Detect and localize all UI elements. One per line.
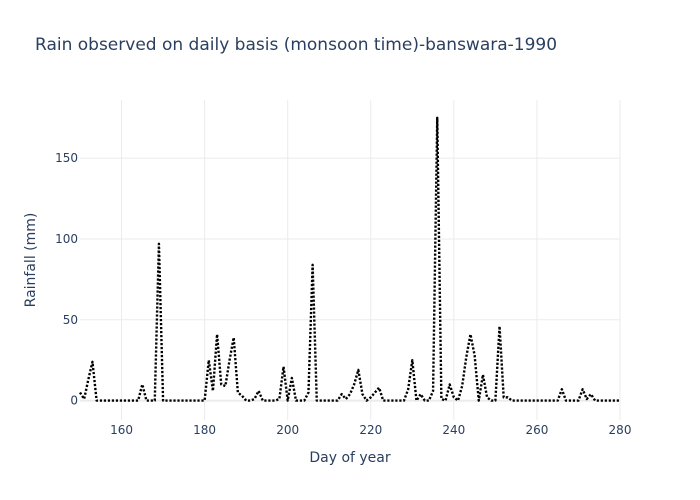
x-tick-label: 220 xyxy=(359,423,382,437)
series-layer xyxy=(78,116,620,402)
x-tick-label: 200 xyxy=(276,423,299,437)
y-tick-label: 150 xyxy=(55,151,78,165)
x-axis-title: Day of year xyxy=(309,450,391,466)
x-tick-label: 180 xyxy=(193,423,216,437)
y-tick-label: 100 xyxy=(55,232,78,246)
chart-title: Rain observed on daily basis (monsoon ti… xyxy=(35,35,557,55)
x-tick-label: 240 xyxy=(442,423,465,437)
x-tick-label: 280 xyxy=(609,423,632,437)
y-tick-label: 0 xyxy=(70,394,78,408)
x-tick-label: 260 xyxy=(525,423,548,437)
rainfall-series-line xyxy=(78,116,620,402)
x-tick-label: 160 xyxy=(110,423,133,437)
y-tick-label: 50 xyxy=(63,313,78,327)
grid-layer xyxy=(80,100,621,420)
tick-layer: 160 180 200 220 240 260 280 0 50 100 150 xyxy=(55,151,631,437)
y-axis-title: Rainfall (mm) xyxy=(23,213,39,308)
